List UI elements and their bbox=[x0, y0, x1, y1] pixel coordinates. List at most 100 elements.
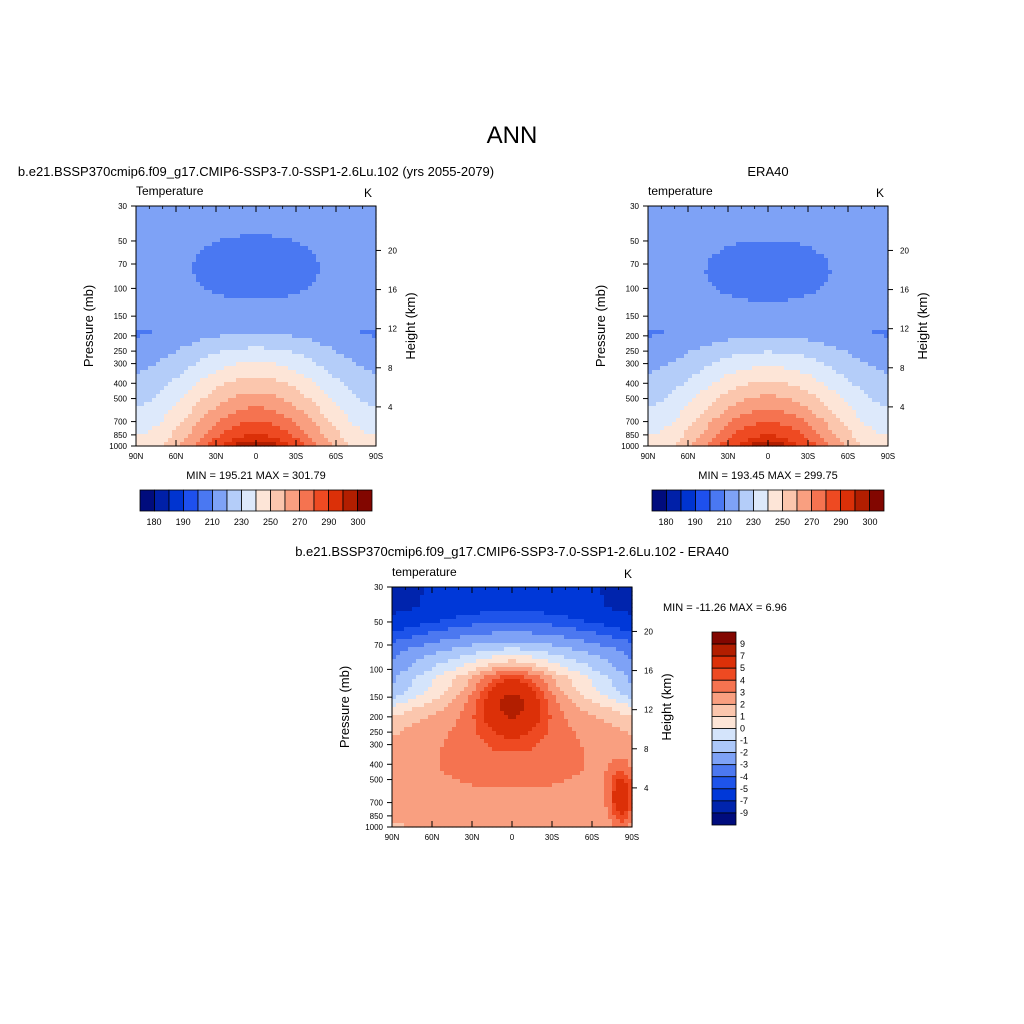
contour-cell bbox=[320, 338, 325, 343]
contour-cell bbox=[868, 222, 873, 227]
contour-cell bbox=[192, 322, 197, 327]
contour-cell bbox=[264, 278, 269, 283]
contour-cell bbox=[348, 214, 353, 219]
contour-cell bbox=[368, 438, 373, 443]
contour-cell bbox=[136, 222, 141, 227]
contour-cell bbox=[324, 350, 329, 355]
contour-cell bbox=[180, 370, 185, 375]
contour-cell bbox=[296, 298, 301, 303]
contour-cell bbox=[252, 350, 257, 355]
contour-cell bbox=[180, 410, 185, 415]
contour-cell bbox=[204, 398, 209, 403]
contour-cell bbox=[208, 242, 213, 247]
contour-cell bbox=[656, 274, 661, 279]
contour-cell bbox=[696, 274, 701, 279]
contour-cell bbox=[356, 410, 361, 415]
contour-cell bbox=[152, 250, 157, 255]
contour-cell bbox=[284, 314, 289, 319]
contour-cell bbox=[660, 282, 665, 287]
contour-cell bbox=[256, 350, 261, 355]
contour-cell bbox=[248, 282, 253, 287]
contour-cell bbox=[708, 206, 713, 211]
contour-cell bbox=[272, 326, 277, 331]
contour-cell bbox=[232, 338, 237, 343]
contour-cell bbox=[316, 410, 321, 415]
contour-cell bbox=[252, 366, 257, 371]
contour-cell bbox=[336, 230, 341, 235]
contour-cell bbox=[776, 274, 781, 279]
contour-cell bbox=[712, 234, 717, 239]
contour-cell bbox=[256, 230, 261, 235]
contour-cell bbox=[328, 338, 333, 343]
contour-cell bbox=[144, 226, 149, 231]
contour-cell bbox=[268, 278, 273, 283]
contour-cell bbox=[724, 250, 729, 255]
contour-cell bbox=[296, 422, 301, 427]
contour-cell bbox=[220, 386, 225, 391]
contour-cell bbox=[136, 370, 141, 375]
contour-cell bbox=[776, 226, 781, 231]
contour-cell bbox=[340, 322, 345, 327]
contour-cell bbox=[360, 230, 365, 235]
contour-cell bbox=[372, 242, 377, 247]
contour-cell bbox=[224, 258, 229, 263]
contour-cell bbox=[372, 326, 377, 331]
contour-cell bbox=[348, 342, 353, 347]
contour-cell bbox=[312, 422, 317, 427]
contour-cell bbox=[372, 402, 377, 407]
contour-cell bbox=[156, 294, 161, 299]
contour-cell bbox=[332, 390, 337, 395]
contour-cell bbox=[300, 258, 305, 263]
contour-cell bbox=[204, 234, 209, 239]
contour-cell bbox=[260, 394, 265, 399]
contour-cell bbox=[152, 266, 157, 271]
contour-cell bbox=[300, 234, 305, 239]
contour-cell bbox=[232, 314, 237, 319]
panel-model-units: K bbox=[364, 186, 372, 200]
contour-cell bbox=[180, 282, 185, 287]
contour-cell bbox=[812, 262, 817, 267]
contour-cell bbox=[180, 278, 185, 283]
contour-cell bbox=[172, 246, 177, 251]
contour-cell bbox=[652, 230, 657, 235]
contour-cell bbox=[780, 210, 785, 215]
contour-cell bbox=[840, 226, 845, 231]
contour-cell bbox=[156, 226, 161, 231]
contour-cell bbox=[172, 282, 177, 287]
contour-cell bbox=[772, 222, 777, 227]
contour-cell bbox=[752, 250, 757, 255]
contour-cell bbox=[176, 258, 181, 263]
contour-cell bbox=[140, 258, 145, 263]
contour-cell bbox=[244, 354, 249, 359]
contour-cell bbox=[164, 314, 169, 319]
contour-cell bbox=[324, 318, 329, 323]
contour-cell bbox=[200, 246, 205, 251]
contour-cell bbox=[144, 302, 149, 307]
contour-cell bbox=[316, 270, 321, 275]
contour-cell bbox=[328, 322, 333, 327]
contour-cell bbox=[304, 406, 309, 411]
contour-cell bbox=[204, 206, 209, 211]
contour-cell bbox=[260, 234, 265, 239]
contour-cell bbox=[360, 430, 365, 435]
contour-cell bbox=[244, 290, 249, 295]
contour-cell bbox=[824, 222, 829, 227]
contour-cell bbox=[720, 262, 725, 267]
contour-cell bbox=[244, 350, 249, 355]
contour-cell bbox=[848, 238, 853, 243]
contour-cell bbox=[176, 290, 181, 295]
contour-cell bbox=[252, 246, 257, 251]
contour-cell bbox=[184, 422, 189, 427]
contour-cell bbox=[280, 314, 285, 319]
contour-cell bbox=[308, 250, 313, 255]
contour-cell bbox=[192, 394, 197, 399]
contour-cell bbox=[308, 354, 313, 359]
contour-cell bbox=[144, 386, 149, 391]
contour-cell bbox=[704, 234, 709, 239]
contour-cell bbox=[280, 254, 285, 259]
contour-cell bbox=[864, 218, 869, 223]
contour-cell bbox=[136, 282, 141, 287]
contour-cell bbox=[268, 330, 273, 335]
contour-cell bbox=[304, 394, 309, 399]
contour-cell bbox=[372, 410, 377, 415]
